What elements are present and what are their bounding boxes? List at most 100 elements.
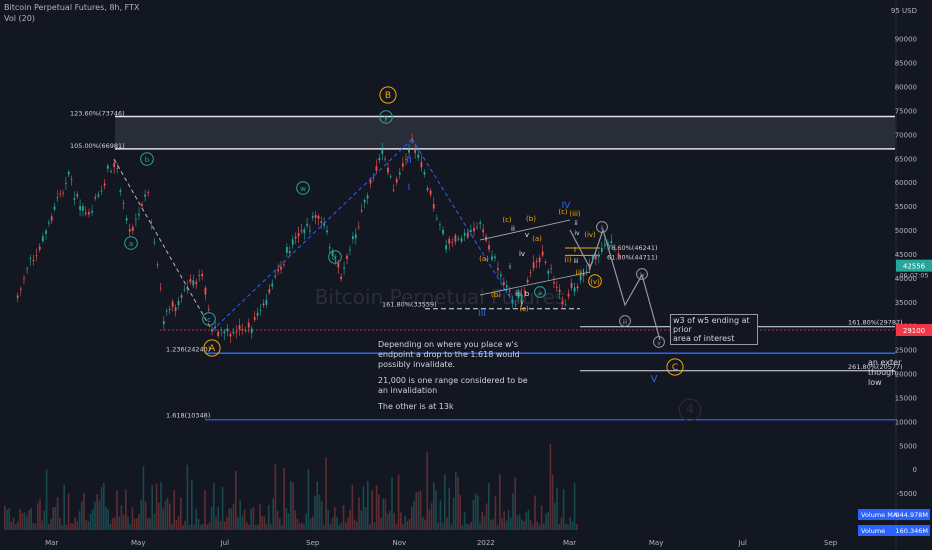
- volume-bar: [59, 518, 61, 530]
- candle-body: [442, 230, 444, 234]
- candle-body: [84, 212, 87, 215]
- wave-label: iii: [573, 258, 578, 265]
- volume-bar: [232, 503, 235, 530]
- wave-label-circle: [379, 86, 397, 104]
- volume-bar: [303, 524, 305, 530]
- wave-label: II: [406, 156, 411, 166]
- volume-bar: [41, 520, 43, 530]
- volume-bar: [450, 524, 453, 530]
- volume-bar: [30, 508, 32, 530]
- volume-bar: [279, 518, 281, 530]
- chart-title: Bitcoin Perpetual Futures, 8h, FTX: [4, 3, 140, 12]
- candle-body: [207, 309, 210, 311]
- volume-bar: [463, 512, 466, 530]
- volume-bar: [556, 487, 558, 530]
- candle-body: [103, 183, 106, 186]
- volume-bar: [215, 516, 217, 530]
- volume-bar: [435, 490, 437, 530]
- candle-body: [570, 282, 573, 289]
- candle-body: [70, 178, 73, 180]
- candle-body: [594, 255, 597, 260]
- volume-bar: [193, 524, 195, 530]
- candle-body: [271, 283, 274, 287]
- volume-bar: [221, 487, 224, 530]
- candle-body: [582, 273, 585, 276]
- candle-body: [153, 242, 156, 243]
- candle-body: [529, 271, 532, 273]
- volume-bar: [142, 466, 145, 530]
- candle-body: [561, 301, 564, 305]
- wave-label: A: [209, 344, 216, 354]
- candle-body: [88, 212, 90, 215]
- candle-body: [381, 149, 384, 154]
- volume-bar: [129, 524, 131, 530]
- volume-bar: [276, 511, 279, 530]
- volume-bar: [28, 510, 30, 530]
- candle-body: [241, 329, 244, 331]
- candle-body: [277, 269, 280, 272]
- volume-bar: [301, 522, 303, 530]
- x-tick-label: Sep: [306, 539, 320, 547]
- volume-bar: [177, 516, 180, 530]
- candle-body: [334, 261, 337, 262]
- volume-bar: [325, 457, 327, 530]
- volume-bar: [228, 508, 230, 530]
- candle-body: [189, 279, 192, 283]
- volume-bar: [488, 483, 490, 530]
- volume-bar: [501, 518, 503, 530]
- wave-label: (iii): [569, 210, 581, 218]
- candle-body: [174, 307, 177, 311]
- volume-bar: [441, 522, 444, 530]
- volume-bar: [89, 513, 92, 530]
- candle-body: [451, 241, 454, 243]
- candle-body: [445, 245, 448, 250]
- volume-bar: [118, 516, 120, 530]
- wave-label: (c): [519, 305, 529, 313]
- volume-bar: [371, 490, 373, 530]
- volume-bar: [534, 495, 536, 530]
- candle-body: [244, 330, 247, 332]
- candle-body: [497, 268, 499, 270]
- candle-body: [309, 230, 311, 232]
- candle-body: [162, 321, 165, 325]
- volume-bar: [182, 524, 184, 530]
- wave-label: w: [300, 185, 306, 193]
- volume-bar: [364, 507, 367, 530]
- candle-body: [53, 206, 56, 210]
- candle-body: [320, 221, 323, 224]
- wave-trendline: [411, 138, 517, 307]
- volume-bar: [367, 480, 369, 530]
- candle-body: [432, 204, 435, 209]
- candle-body: [220, 329, 223, 331]
- volume-bar: [180, 497, 182, 530]
- volume-bar: [81, 501, 83, 530]
- wave-label: v: [525, 231, 529, 239]
- volume-bar: [241, 515, 244, 530]
- candle-body: [314, 214, 317, 218]
- candle-body: [585, 270, 588, 272]
- price-channel: [479, 219, 571, 241]
- y-tick-label: 75000: [895, 107, 917, 115]
- volume-bar: [413, 500, 415, 530]
- volume-bar: [67, 493, 70, 530]
- volume-bar: [569, 517, 571, 530]
- candle-body: [235, 331, 238, 333]
- candle-body: [317, 215, 320, 219]
- candle-body: [323, 222, 326, 226]
- volume-bar: [433, 482, 435, 530]
- volume-bar: [428, 509, 431, 530]
- candle-body: [82, 206, 84, 211]
- wave-label: v: [657, 340, 661, 347]
- volume-bar: [529, 520, 532, 530]
- candle-body: [535, 261, 538, 263]
- volume-bar: [309, 518, 312, 530]
- wave-label: x: [333, 254, 337, 262]
- wave-label: I: [408, 183, 411, 193]
- candle-body: [606, 242, 609, 246]
- candle-body: [247, 322, 250, 328]
- candle-body: [352, 236, 354, 240]
- volume-bar: [19, 508, 21, 530]
- volume-bar: [23, 512, 26, 530]
- volume-bar: [63, 484, 65, 530]
